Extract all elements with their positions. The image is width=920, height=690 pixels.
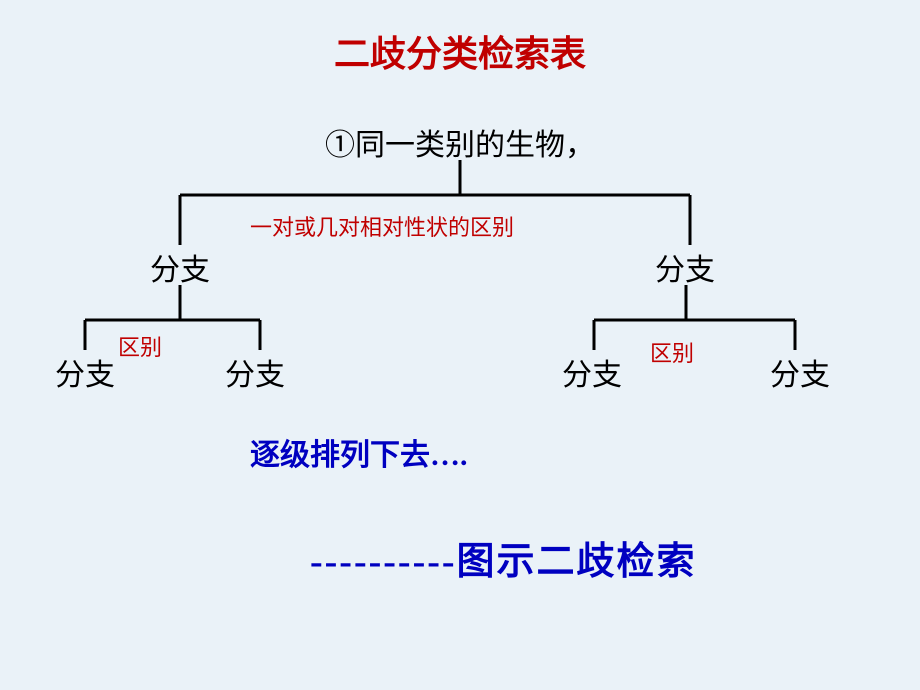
- edge-label-main: 一对或几对相对性状的区别: [250, 210, 514, 242]
- leaf-node-4: 分支: [770, 350, 830, 394]
- level1-right-node: 分支: [655, 245, 715, 289]
- continue-text: 逐级排列下去….: [250, 430, 468, 474]
- leaf-node-1: 分支: [55, 350, 115, 394]
- leaf-node-2: 分支: [225, 350, 285, 394]
- edge-label-right: 区别: [650, 336, 694, 368]
- bottom-caption: ----------图示二歧检索: [310, 530, 697, 585]
- level1-left-node: 分支: [150, 245, 210, 289]
- leaf-node-3: 分支: [562, 350, 622, 394]
- edge-label-left: 区别: [118, 330, 162, 362]
